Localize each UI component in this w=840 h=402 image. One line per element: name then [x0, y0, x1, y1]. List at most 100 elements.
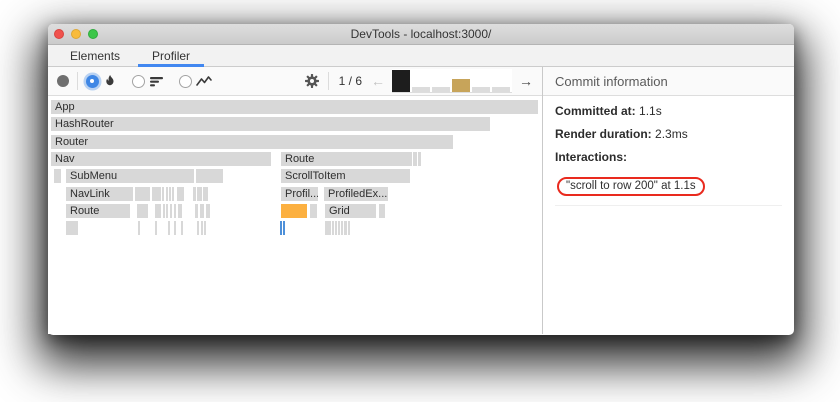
flame-bar-navlink[interactable]: NavLink — [66, 187, 133, 201]
flame-bar[interactable] — [174, 221, 176, 235]
profiler-panel: 1 / 6 ← → App HashRouter Router Nav Route Sub… — [48, 67, 543, 334]
flame-bar[interactable] — [348, 221, 350, 235]
mode-ranked[interactable] — [132, 74, 164, 88]
zoom-button[interactable] — [88, 29, 98, 39]
interactions-radio[interactable] — [179, 74, 192, 88]
window-controls — [54, 29, 98, 39]
next-commit-button[interactable]: → — [519, 73, 533, 89]
flame-bar[interactable] — [281, 204, 307, 218]
flame-bar[interactable] — [335, 221, 337, 235]
record-button[interactable] — [57, 75, 69, 87]
flame-bar[interactable] — [280, 221, 282, 235]
ranked-radio[interactable] — [132, 74, 145, 88]
flame-bar[interactable] — [332, 221, 334, 235]
render-duration-line: Render duration: 2.3ms — [555, 127, 782, 141]
commit-bar-chart — [392, 69, 512, 93]
flame-bar[interactable] — [310, 204, 317, 218]
prev-commit-button[interactable]: ← — [371, 73, 385, 89]
flame-bar[interactable] — [155, 221, 157, 235]
tab-profiler[interactable]: Profiler — [136, 45, 206, 67]
flame-bar-submenu[interactable]: SubMenu — [66, 169, 194, 183]
flame-bar[interactable] — [54, 169, 61, 183]
mode-interactions[interactable] — [179, 74, 212, 88]
tab-elements[interactable]: Elements — [70, 48, 121, 63]
title-bar[interactable]: DevTools - localhost:3000/ — [48, 24, 794, 45]
flame-bar-profiledex[interactable]: ProfiledEx... — [324, 187, 388, 201]
flame-bar[interactable] — [206, 204, 210, 218]
interaction-divider — [555, 205, 782, 206]
flamegraph-radio[interactable] — [86, 74, 99, 88]
mode-flamegraph[interactable] — [86, 74, 117, 88]
window-title: DevTools - localhost:3000/ — [350, 27, 492, 41]
flame-bar[interactable] — [196, 169, 223, 183]
flame-bar-hashrouter[interactable]: HashRouter — [51, 117, 490, 131]
minimize-button[interactable] — [71, 29, 81, 39]
commit-bar-6[interactable] — [492, 87, 510, 92]
flame-bar[interactable] — [341, 221, 343, 235]
flame-bar[interactable] — [203, 187, 208, 201]
flame-bar[interactable] — [169, 187, 171, 201]
commit-bar-1-selected[interactable] — [392, 70, 410, 92]
flame-bar[interactable] — [200, 204, 204, 218]
ranked-bars-icon[interactable] — [149, 75, 164, 88]
flame-bar[interactable] — [193, 187, 196, 201]
render-duration-value: 2.3ms — [655, 127, 688, 141]
flame-bar[interactable] — [178, 204, 182, 218]
devtools-window: DevTools - localhost:3000/ Elements Prof… — [48, 24, 794, 335]
flame-bar[interactable] — [166, 204, 168, 218]
flame-bar[interactable] — [344, 221, 347, 235]
flame-bar[interactable] — [204, 221, 206, 235]
commit-info-panel: Commit information Committed at: 1.1s Re… — [543, 67, 794, 334]
flame-bar[interactable] — [163, 204, 165, 218]
flame-bar[interactable] — [418, 152, 421, 166]
flame-bar[interactable] — [155, 204, 161, 218]
flame-bar[interactable] — [195, 204, 198, 218]
flame-bar[interactable] — [325, 221, 331, 235]
flame-bar-app[interactable]: App — [51, 100, 538, 114]
render-duration-label: Render duration: — [555, 127, 652, 141]
flame-bar-router[interactable]: Router — [51, 135, 453, 149]
commit-bar-2[interactable] — [412, 87, 430, 92]
flame-bar[interactable] — [170, 204, 172, 218]
commit-count: 1 / 6 — [338, 74, 362, 88]
flame-bar[interactable] — [138, 221, 140, 235]
flame-bar[interactable] — [181, 221, 183, 235]
flame-bar[interactable] — [152, 187, 161, 201]
flame-bar[interactable] — [197, 221, 199, 235]
flame-bar[interactable] — [135, 187, 150, 201]
interactions-line-icon[interactable] — [196, 75, 212, 88]
close-button[interactable] — [54, 29, 64, 39]
flame-bar[interactable] — [177, 187, 184, 201]
flame-bar[interactable] — [172, 187, 174, 201]
flame-bar[interactable] — [283, 221, 285, 235]
committed-at-line: Committed at: 1.1s — [555, 104, 782, 118]
toolbar-separator — [77, 72, 78, 90]
flame-bar[interactable] — [379, 204, 385, 218]
commit-info-title: Commit information — [543, 67, 794, 96]
flame-bar[interactable] — [338, 221, 340, 235]
flame-bar[interactable] — [174, 204, 176, 218]
flame-bar[interactable] — [168, 221, 170, 235]
flame-bar[interactable] — [162, 187, 164, 201]
flame-bar-nav[interactable]: Nav — [51, 152, 271, 166]
flame-bar[interactable] — [137, 204, 148, 218]
flame-bar-route[interactable]: Route — [66, 204, 130, 218]
flame-bar-profil[interactable]: Profil... — [281, 187, 318, 201]
flame-bar[interactable] — [166, 187, 168, 201]
interaction-item[interactable]: "scroll to row 200" at 1.1s — [557, 177, 705, 196]
commit-bar-5[interactable] — [472, 87, 490, 92]
commit-bar-3[interactable] — [432, 87, 450, 92]
commit-bar-4[interactable] — [452, 79, 470, 92]
flame-icon[interactable] — [103, 74, 117, 88]
flame-bar[interactable] — [66, 221, 78, 235]
flamegraph: App HashRouter Router Nav Route SubMenu Scroll… — [48, 100, 542, 334]
flame-bar[interactable] — [197, 187, 202, 201]
flame-bar-route[interactable]: Route — [281, 152, 412, 166]
flame-bar-scrolltoitem[interactable]: ScrollToItem — [281, 169, 410, 183]
committed-at-label: Committed at: — [555, 104, 636, 118]
flame-bar[interactable] — [201, 221, 203, 235]
tab-bar: Elements Profiler — [48, 45, 794, 67]
flame-bar-grid[interactable]: Grid — [325, 204, 376, 218]
settings-gear-icon[interactable] — [304, 73, 320, 89]
flame-bar[interactable] — [413, 152, 417, 166]
